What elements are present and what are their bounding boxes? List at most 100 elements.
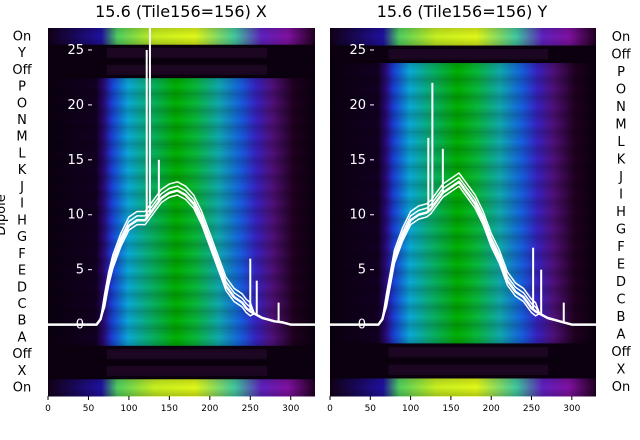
heatmap-row-shade <box>330 308 596 326</box>
y-tick-label: 25 <box>67 43 84 58</box>
dipole-label: F <box>617 240 624 255</box>
heatmap-row-shade <box>330 63 596 81</box>
heatmap-row-shade <box>48 245 315 263</box>
heatmap-row-shade <box>330 325 596 344</box>
dipole-label: X <box>617 363 626 378</box>
heatmap-row-shade <box>330 360 596 379</box>
heatmap-row-shade <box>330 80 596 99</box>
dipole-label: C <box>616 293 625 308</box>
dipole-label: B <box>18 314 27 329</box>
dipole-label: O <box>616 82 626 97</box>
x-tick-label: 50 <box>365 404 377 414</box>
heatmap-row-shade <box>48 345 315 363</box>
overlay-line <box>330 172 596 326</box>
heatmap-row-shade <box>330 203 596 221</box>
heatmap-row-shade <box>330 220 596 239</box>
heatmap-row-shade <box>48 212 315 229</box>
dipole-label: Off <box>611 47 631 62</box>
heatmap-row-shade <box>330 290 596 309</box>
panel-x-x-ticks: 0 50 100 150 200 250 300 <box>45 396 300 414</box>
panel-x-overlay-line <box>48 28 315 326</box>
dipole-label: C <box>17 297 26 312</box>
dipole-label: N <box>616 100 626 115</box>
panel-y-x-ticks: 0 50 100 150 200 250 300 <box>327 396 581 414</box>
x-tick-label: 0 <box>45 404 51 414</box>
heatmap-row-shade <box>330 378 596 396</box>
y-tick-label: 15 <box>67 153 84 168</box>
x-tick-label: 300 <box>282 404 299 414</box>
panel-x-title: 15.6 (Tile156=156) X <box>95 2 267 21</box>
x-tick-label: 250 <box>242 404 259 414</box>
dipole-label: Off <box>611 345 631 360</box>
dipole-label: F <box>18 247 25 262</box>
x-tick-label: 0 <box>327 404 333 414</box>
x-tick-label: 100 <box>402 404 419 414</box>
dipole-label: A <box>617 328 626 343</box>
dipole-label: G <box>17 230 27 245</box>
heatmap-row-shade <box>330 133 596 151</box>
heatmap-row-shade <box>330 238 596 256</box>
dipole-label: I <box>20 197 24 212</box>
heatmap-row-shade <box>330 168 596 186</box>
heatmap-row-shade <box>48 28 315 45</box>
heatmap-row-shade <box>48 44 315 62</box>
panel-y-overlay-line <box>330 82 596 326</box>
dipole-label: A <box>18 330 27 345</box>
y-tick-label: 10 <box>67 208 84 223</box>
dipole-label: On <box>612 30 630 45</box>
heatmap-row-shade <box>48 312 315 330</box>
dipole-label: K <box>617 152 626 167</box>
dipole-label: D <box>17 280 27 295</box>
heatmap-row-shade <box>330 273 596 291</box>
dipole-label: O <box>17 96 27 111</box>
x-tick-label: 200 <box>201 404 218 414</box>
dipole-label: On <box>13 381 31 396</box>
x-tick-label: 50 <box>83 404 95 414</box>
y-tick-label: 25 <box>349 43 366 58</box>
x-tick-label: 100 <box>120 404 137 414</box>
dipole-label: K <box>18 163 27 178</box>
heatmap-row-shade <box>48 278 315 296</box>
dipole-label: E <box>617 258 625 273</box>
overlay-line <box>48 181 315 326</box>
heatmap-row-shade <box>330 185 596 204</box>
dipole-label: G <box>616 223 626 238</box>
heatmap-row-shade <box>48 78 315 95</box>
dipole-label: D <box>616 275 626 290</box>
heatmap-row-shade <box>330 150 596 169</box>
heatmap-row-shade <box>48 228 315 246</box>
heatmap-row-shade <box>48 195 315 212</box>
dipole-label: P <box>18 80 26 95</box>
dipole-label: H <box>616 205 626 220</box>
panel-x: 15.6 (Tile156=156) X Dipole On Y Off PONMLK… <box>0 2 315 414</box>
heatmap-row-shade <box>330 115 596 134</box>
dipole-label: L <box>18 146 26 161</box>
panel-x-heatmap <box>48 28 315 397</box>
dipole-label: Off <box>12 347 32 362</box>
dipole-label: Off <box>12 63 32 78</box>
y-tick-label: 10 <box>349 208 366 223</box>
dipole-label: On <box>13 29 31 44</box>
panel-y-heatmap <box>330 28 596 397</box>
heatmap-row-shade <box>48 128 315 146</box>
y-tick-label: 5 <box>358 263 366 278</box>
heatmap-row-shade <box>48 262 315 279</box>
dipole-label: N <box>17 113 27 128</box>
heatmap-row-shade <box>48 362 315 380</box>
dipole-label: B <box>617 310 626 325</box>
heatmap-row-shade <box>48 161 315 179</box>
x-tick-label: 300 <box>563 404 580 414</box>
heatmap-row-shade <box>330 28 596 46</box>
dipole-label: L <box>617 135 625 150</box>
dipole-label: J <box>19 180 24 195</box>
heatmap-row-shade <box>48 295 315 313</box>
heatmap-row-shade <box>48 329 315 346</box>
dipole-label: M <box>615 117 626 132</box>
dipole-label: E <box>18 264 26 279</box>
panel-y: 15.6 (Tile156=156) Y On Off PONMLKJIHGFEDC… <box>327 2 631 414</box>
heatmap-row-shade <box>330 255 596 274</box>
heatmap-row-shade <box>330 343 596 361</box>
y-tick-label: 20 <box>67 98 84 113</box>
